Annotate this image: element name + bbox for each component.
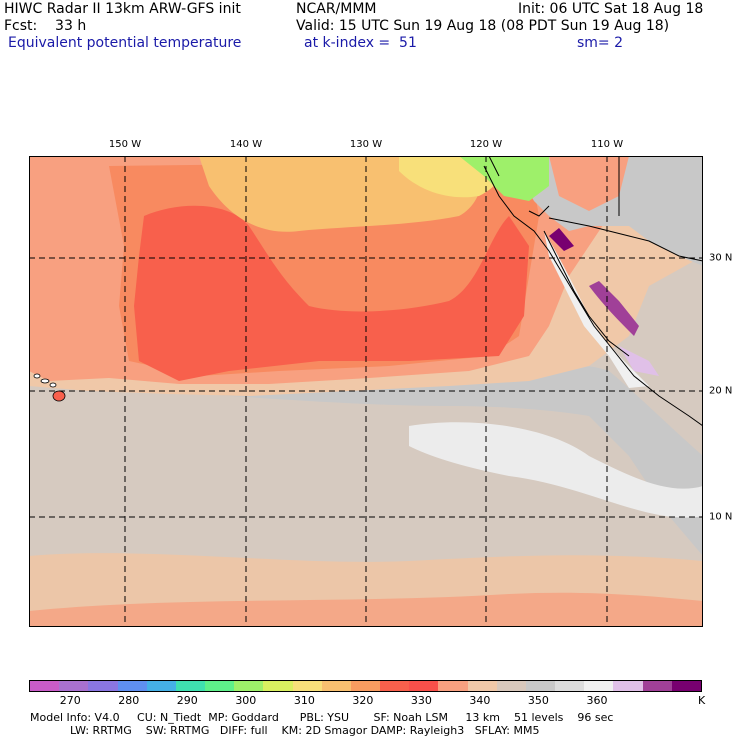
lat-label-30n: 30 N	[709, 252, 733, 264]
colorbar-tick-label: 300	[235, 694, 257, 707]
colorbar-swatch	[321, 681, 351, 691]
forecast-hour: Fcst: 33 h	[4, 18, 87, 34]
colorbar-swatch	[671, 681, 701, 691]
colorbar-swatch	[438, 681, 468, 691]
theta-e-map	[29, 156, 703, 627]
hawaii-islands	[33, 373, 66, 402]
field-name: Equivalent potential temperature	[8, 35, 242, 51]
colorbar-swatch	[555, 681, 585, 691]
lon-label-150w: 150 W	[108, 139, 142, 150]
colorbar-swatch	[263, 681, 293, 691]
model-info-line2: LW: RRTMG SW: RRTMG DIFF: full KM: 2D Sm…	[70, 724, 540, 737]
colorbar-swatch	[584, 681, 614, 691]
colorbar-swatch	[146, 681, 176, 691]
colorbar-swatch	[613, 681, 643, 691]
lon-label-110w: 110 W	[590, 139, 624, 150]
map-frame	[29, 156, 703, 627]
colorbar-swatch	[496, 681, 526, 691]
coastline	[483, 165, 703, 427]
lon-label-120w: 120 W	[469, 139, 503, 150]
red-core	[134, 205, 529, 381]
colorbar-tick-label: 340	[469, 694, 491, 707]
gulf-dark-purple	[549, 228, 574, 251]
colorbar-swatch	[30, 681, 60, 691]
colorbar-swatch	[59, 681, 89, 691]
white-region	[409, 422, 703, 518]
colorbar-tick-label: 310	[293, 694, 315, 707]
lon-label-140w: 140 W	[229, 139, 263, 150]
state-borders	[488, 156, 620, 216]
colorbar-swatch	[234, 681, 264, 691]
colorbar-swatch	[88, 681, 118, 691]
colorbar-swatch	[175, 681, 206, 691]
model-title: HIWC Radar II 13km ARW-GFS init	[4, 1, 241, 17]
colorbar-tick-label: 290	[176, 694, 198, 707]
init-time: Init: 06 UTC Sat 18 Aug 18	[518, 1, 704, 17]
gulf-purple	[589, 281, 639, 336]
us-mexico-border	[548, 217, 703, 262]
colorbar-swatch	[292, 681, 322, 691]
land-salmon-patch	[549, 156, 629, 211]
graticule	[29, 156, 703, 627]
colorbar-swatch	[205, 681, 235, 691]
colorbar-tick-label: 360	[586, 694, 608, 707]
colorbar-unit: K	[698, 694, 706, 707]
smoothing-label: sm= 2	[577, 35, 624, 51]
colorbar-swatch	[350, 681, 381, 691]
colorbar-swatch	[642, 681, 672, 691]
colorbar-tick-label: 270	[59, 694, 81, 707]
colorbar-swatch	[409, 681, 439, 691]
colorbar-swatch	[117, 681, 147, 691]
colorbar-swatch	[525, 681, 556, 691]
colorbar-tick-label: 350	[527, 694, 549, 707]
colorbar	[29, 680, 702, 692]
land-green-patch	[459, 156, 549, 201]
colorbar-tick-label: 330	[410, 694, 432, 707]
valid-time: Valid: 15 UTC Sun 19 Aug 18 (08 PDT Sun …	[296, 18, 670, 34]
colorbar-tick-label: 320	[352, 694, 374, 707]
colorbar-swatch	[467, 681, 497, 691]
colorbar-tick-label: 280	[118, 694, 140, 707]
lon-label-130w: 130 W	[349, 139, 383, 150]
colorbar-swatch	[380, 681, 410, 691]
lat-label-20n: 20 N	[709, 385, 733, 397]
baja-coastline	[543, 230, 630, 357]
institution-label: NCAR/MMM	[296, 1, 377, 17]
socal-coast	[528, 205, 550, 217]
gulf-lilac	[619, 346, 659, 376]
model-info-line1: Model Info: V4.0 CU: N_Tiedt MP: Goddard…	[30, 711, 614, 724]
k-index-label: at k-index = 51	[304, 35, 417, 51]
lat-label-10n: 10 N	[709, 511, 733, 523]
